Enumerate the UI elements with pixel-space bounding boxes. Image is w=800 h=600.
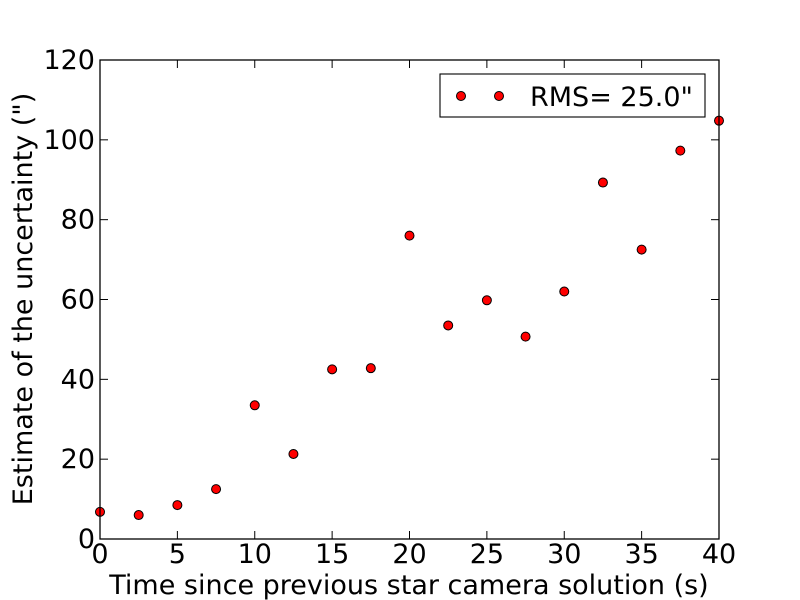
y-tick-label: 40 [61,364,95,395]
y-tick-label: 100 [43,125,95,156]
y-tick-label: 0 [78,524,95,555]
data-point [559,286,570,297]
plot-frame [99,59,720,540]
y-tick-label: 80 [61,205,95,236]
data-point [597,177,608,188]
data-point [211,484,222,495]
data-point [675,145,686,156]
y-tick-label: 20 [61,444,95,475]
data-point [481,295,492,306]
y-axis-label: Estimate of the uncertainty (") [8,93,39,506]
x-tick-label: 25 [470,539,504,570]
data-point [520,331,531,342]
x-tick-label: 10 [238,539,272,570]
data-point [249,400,260,411]
data-point [172,500,183,511]
data-point [288,448,299,459]
data-points [95,115,724,521]
x-tick-label: 30 [547,539,581,570]
x-axis-label: Time since previous star camera solution… [108,570,708,600]
legend-box [439,73,706,118]
data-point [365,363,376,374]
x-tick-label: 20 [392,539,426,570]
data-point [636,244,647,255]
legend-label: RMS= 25.0" [530,82,693,113]
x-tick-label: 0 [91,539,108,570]
y-tick-label: 60 [61,285,95,316]
data-point [443,320,454,331]
legend-marker [456,91,466,101]
legend: RMS= 25.0" [439,73,706,118]
data-point [327,364,338,375]
data-point [133,510,144,521]
axis-ticks: 0 5 10 15 20 25 30 35 40 0 20 40 60 80 100 120 [43,45,736,570]
x-tick-label: 15 [315,539,349,570]
x-tick-label: 40 [702,539,736,570]
y-tick-label: 120 [43,45,95,76]
data-point [404,230,415,241]
x-tick-label: 5 [169,539,186,570]
legend-marker [494,91,504,101]
x-tick-label: 35 [624,539,658,570]
